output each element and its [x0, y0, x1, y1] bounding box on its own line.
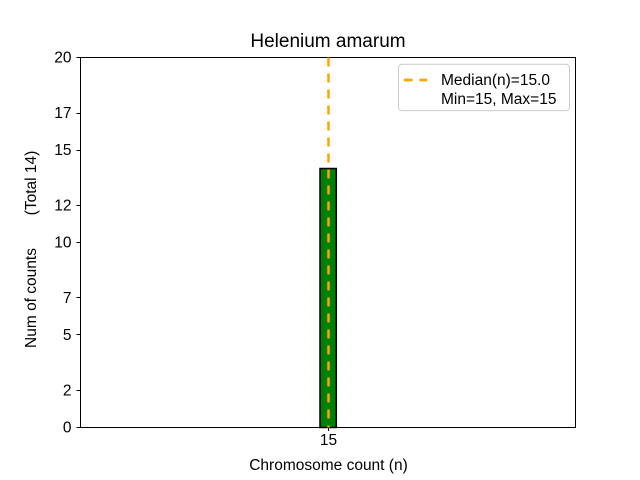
svg-text:(Total 14): (Total 14): [23, 151, 40, 216]
svg-text:15: 15: [54, 142, 71, 159]
svg-text:10: 10: [54, 235, 72, 252]
svg-text:Helenium amarum: Helenium amarum: [250, 31, 405, 52]
svg-text:20: 20: [54, 50, 72, 67]
svg-text:15: 15: [320, 432, 337, 449]
svg-text:Num of counts: Num of counts: [23, 248, 40, 348]
svg-text:7: 7: [63, 290, 72, 307]
svg-text:Median(n)=15.0: Median(n)=15.0: [441, 72, 550, 89]
svg-text:Chromosome count (n): Chromosome count (n): [249, 457, 408, 474]
svg-text:2: 2: [63, 382, 72, 399]
svg-text:17: 17: [54, 105, 71, 122]
svg-text:5: 5: [63, 327, 72, 344]
svg-text:12: 12: [54, 198, 71, 215]
svg-text:Min=15, Max=15: Min=15, Max=15: [441, 91, 556, 108]
svg-text:0: 0: [63, 419, 72, 436]
